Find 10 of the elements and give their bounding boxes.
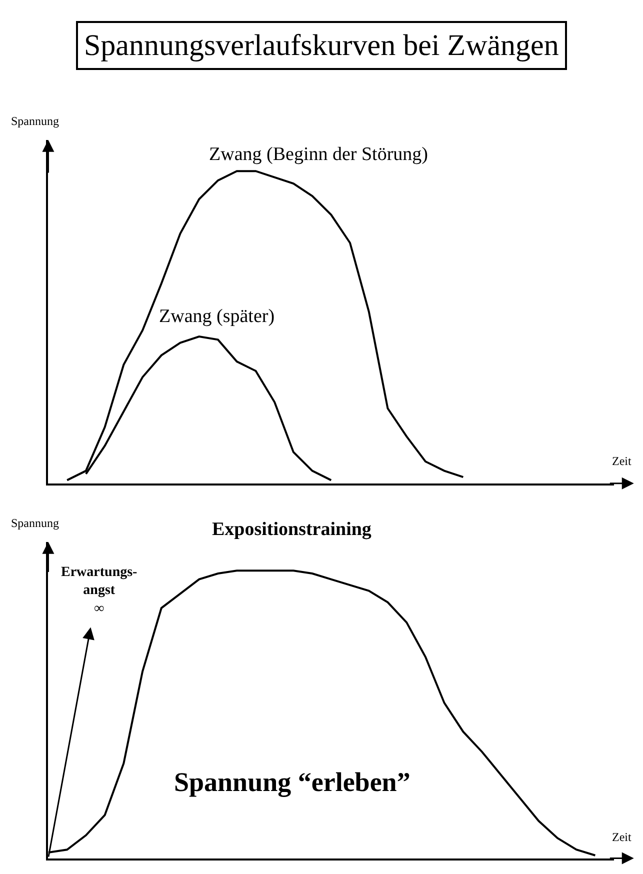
text: Zwang (Beginn der Störung) <box>209 144 428 165</box>
x-axis-title: Zeit <box>612 830 632 844</box>
annotation: Zwang (später) <box>159 306 275 327</box>
annotation: Spannung “erleben” <box>174 767 410 797</box>
chart-title: Expositionstraining <box>212 519 372 540</box>
chart-title: Spannungsverlaufskurven bei Zwängen <box>84 29 559 62</box>
y-axis-title: Spannung <box>11 516 59 530</box>
y-axis-title: Spannung <box>11 114 59 128</box>
annotation: Erwartungs- angst ∞ <box>61 565 138 616</box>
x-axis-title: Zeit <box>612 454 632 468</box>
